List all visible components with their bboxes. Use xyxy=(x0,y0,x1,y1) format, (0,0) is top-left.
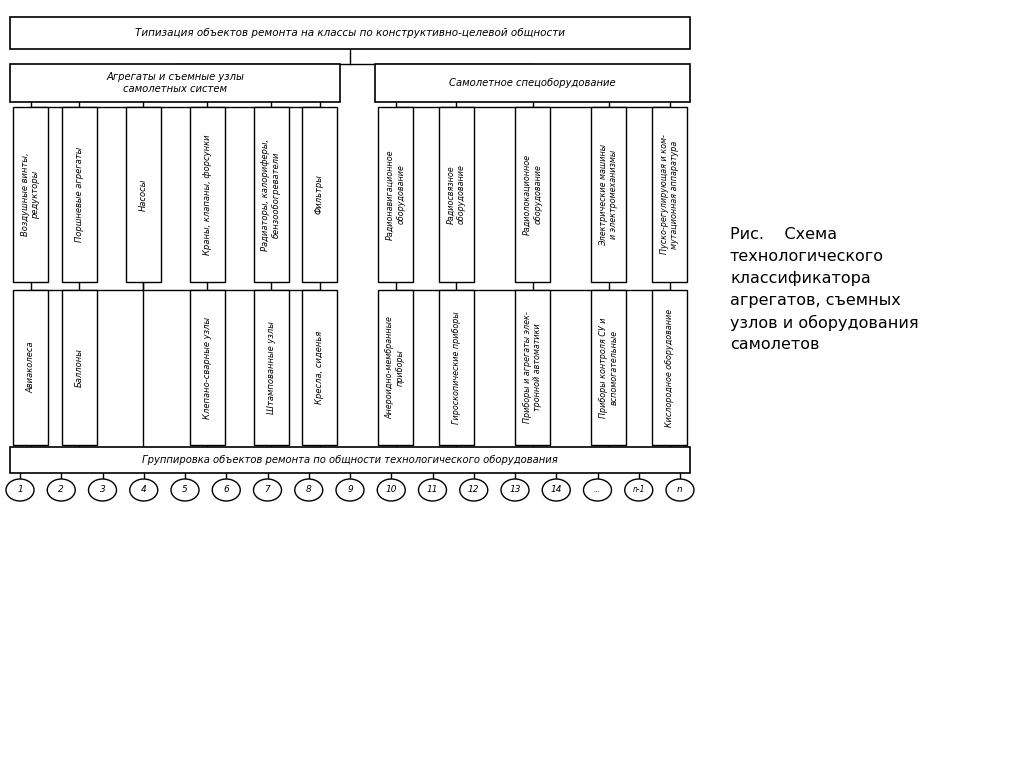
Text: 9: 9 xyxy=(347,486,353,495)
Ellipse shape xyxy=(501,479,529,501)
Text: 3: 3 xyxy=(99,486,105,495)
Bar xyxy=(10,447,690,473)
Text: Гироскопические приборы: Гироскопические приборы xyxy=(452,311,461,424)
Bar xyxy=(61,290,96,445)
Text: Воздушные винты,
редукторы: Воздушные винты, редукторы xyxy=(20,153,40,236)
Text: Агрегаты и съемные узлы
самолетных систем: Агрегаты и съемные узлы самолетных систе… xyxy=(106,72,244,94)
Text: 11: 11 xyxy=(427,486,438,495)
Ellipse shape xyxy=(584,479,611,501)
Text: Клепано-сварные узлы: Клепано-сварные узлы xyxy=(203,317,212,419)
Text: Приборы и агрегаты элек-
тронной автоматики: Приборы и агрегаты элек- тронной автомат… xyxy=(523,311,542,423)
Text: технологического: технологического xyxy=(730,249,884,264)
Ellipse shape xyxy=(419,479,446,501)
Ellipse shape xyxy=(625,479,652,501)
Text: 7: 7 xyxy=(264,486,270,495)
Bar xyxy=(515,107,550,282)
Ellipse shape xyxy=(88,479,117,501)
Text: ...: ... xyxy=(594,486,601,495)
Bar xyxy=(438,107,474,282)
Text: Приборы контроля СУ и
вспомогательные: Приборы контроля СУ и вспомогательные xyxy=(599,318,618,418)
Text: самолетов: самолетов xyxy=(730,337,819,352)
Bar xyxy=(13,107,48,282)
Text: 4: 4 xyxy=(141,486,146,495)
Bar xyxy=(302,290,337,445)
Ellipse shape xyxy=(666,479,694,501)
Ellipse shape xyxy=(6,479,34,501)
Text: Баллоны: Баллоны xyxy=(75,348,84,387)
Bar xyxy=(254,290,289,445)
Text: Радионавигационное
оборудование: Радионавигационное оборудование xyxy=(386,150,406,240)
Bar xyxy=(378,290,413,445)
Text: 12: 12 xyxy=(468,486,479,495)
Text: Поршневые агрегаты: Поршневые агрегаты xyxy=(75,146,84,242)
Bar xyxy=(652,107,687,282)
Bar xyxy=(591,290,627,445)
Bar xyxy=(652,290,687,445)
Text: Пуско-регулирующая и ком-
мутационная аппаратура: Пуско-регулирующая и ком- мутационная ап… xyxy=(659,134,679,255)
Text: агрегатов, съемных: агрегатов, съемных xyxy=(730,293,901,308)
Text: Рис.    Схема: Рис. Схема xyxy=(730,227,838,242)
Ellipse shape xyxy=(212,479,241,501)
Text: Кислородное оборудование: Кислородное оборудование xyxy=(665,308,674,426)
Bar xyxy=(126,107,161,282)
Text: Группировка объектов ремонта по общности технологического оборудования: Группировка объектов ремонта по общности… xyxy=(142,455,558,465)
Text: Штампованные узлы: Штампованные узлы xyxy=(266,321,275,414)
Ellipse shape xyxy=(254,479,282,501)
Text: 1: 1 xyxy=(17,486,23,495)
Text: Краны, клапаны, форсунки: Краны, клапаны, форсунки xyxy=(203,134,212,255)
Ellipse shape xyxy=(130,479,158,501)
Text: 13: 13 xyxy=(509,486,521,495)
Bar xyxy=(13,290,48,445)
Ellipse shape xyxy=(295,479,323,501)
Bar xyxy=(189,290,224,445)
Text: n-1: n-1 xyxy=(633,486,645,495)
Bar xyxy=(515,290,550,445)
Text: Электрические машины
и электромеханизмы: Электрические машины и электромеханизмы xyxy=(599,143,618,245)
Text: Фильтры: Фильтры xyxy=(315,175,324,215)
Bar xyxy=(254,107,289,282)
Ellipse shape xyxy=(377,479,406,501)
Text: n: n xyxy=(677,486,683,495)
Text: Анероидно-мембранные
приборы: Анероидно-мембранные приборы xyxy=(386,316,406,419)
Ellipse shape xyxy=(47,479,75,501)
Bar xyxy=(375,64,690,102)
Ellipse shape xyxy=(336,479,364,501)
Text: 10: 10 xyxy=(385,486,397,495)
Text: Радиаторы, калориферы,
бензообогреватели: Радиаторы, калориферы, бензообогреватели xyxy=(261,138,281,251)
Text: Типизация объектов ремонта на классы по конструктивно-целевой общности: Типизация объектов ремонта на классы по … xyxy=(135,28,565,38)
Text: классификатора: классификатора xyxy=(730,271,870,286)
Text: 6: 6 xyxy=(223,486,229,495)
Text: 2: 2 xyxy=(58,486,65,495)
Ellipse shape xyxy=(543,479,570,501)
Ellipse shape xyxy=(460,479,487,501)
Text: 5: 5 xyxy=(182,486,187,495)
Bar xyxy=(189,107,224,282)
Bar xyxy=(302,107,337,282)
Text: Самолетное спецоборудование: Самолетное спецоборудование xyxy=(450,78,615,88)
Text: Радиолокационное
оборудование: Радиолокационное оборудование xyxy=(523,154,542,235)
Text: узлов и оборудования: узлов и оборудования xyxy=(730,315,919,331)
Text: Радиосвязное
оборудование: Радиосвязное оборудование xyxy=(446,165,466,225)
Bar xyxy=(10,64,340,102)
Text: 14: 14 xyxy=(551,486,562,495)
Text: Кресла, сиденья: Кресла, сиденья xyxy=(315,331,324,404)
Ellipse shape xyxy=(171,479,199,501)
Text: 8: 8 xyxy=(306,486,311,495)
Bar xyxy=(10,17,690,49)
Bar xyxy=(591,107,627,282)
Bar xyxy=(378,107,413,282)
Text: Авиаколеса: Авиаколеса xyxy=(26,341,35,393)
Text: Насосы: Насосы xyxy=(138,178,147,211)
Bar xyxy=(61,107,96,282)
Bar xyxy=(438,290,474,445)
